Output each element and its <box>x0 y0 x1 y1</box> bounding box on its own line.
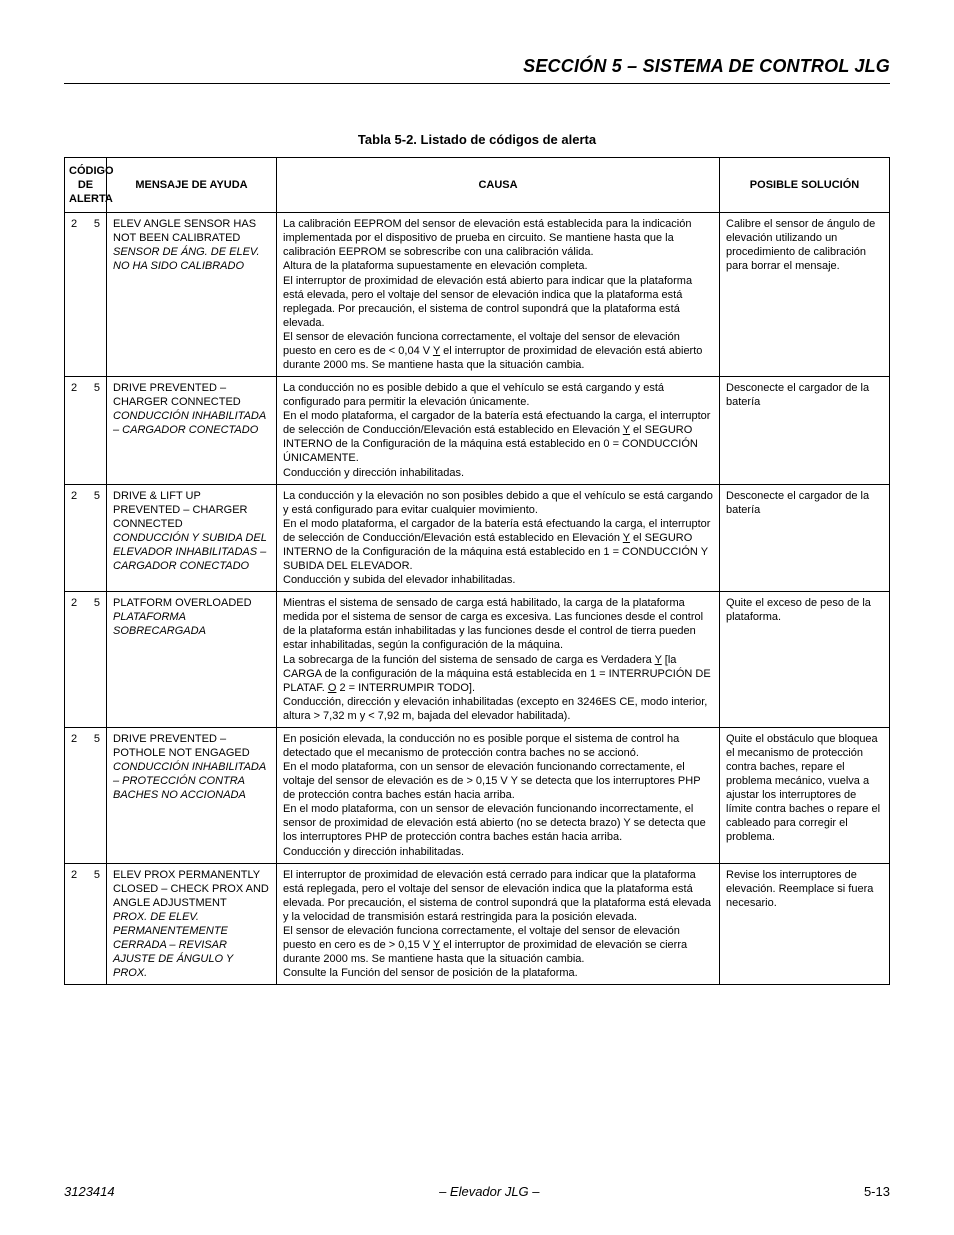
cause-cell: La conducción no es posible debido a que… <box>277 377 720 485</box>
cause-cell: Mientras el sistema de sensado de carga … <box>277 592 720 728</box>
code-cell: 25 <box>65 592 107 728</box>
message-cell: PLATFORM OVERLOADEDPLATAFORMA SOBRECARGA… <box>107 592 277 728</box>
table-header-row: CÓDIGO DE ALERTA MENSAJE DE AYUDA CAUSA … <box>65 158 890 213</box>
table-body: 25ELEV ANGLE SENSOR HAS NOT BEEN CALIBRA… <box>65 213 890 985</box>
table-row: 25ELEV PROX PERMANENTLY CLOSED – CHECK P… <box>65 863 890 985</box>
table-caption: Tabla 5-2. Listado de códigos de alerta <box>64 132 890 147</box>
codes-table: CÓDIGO DE ALERTA MENSAJE DE AYUDA CAUSA … <box>64 157 890 985</box>
table-row: 25PLATFORM OVERLOADEDPLATAFORMA SOBRECAR… <box>65 592 890 728</box>
code-cell: 25 <box>65 213 107 377</box>
message-cell: ELEV PROX PERMANENTLY CLOSED – CHECK PRO… <box>107 863 277 985</box>
doc-number: 3123414 <box>64 1184 115 1199</box>
message-cell: DRIVE PREVENTED – POTHOLE NOT ENGAGEDCON… <box>107 727 277 863</box>
footer-center: – Elevador JLG – <box>439 1184 539 1199</box>
table-row: 25DRIVE & LIFT UP PREVENTED – CHARGER CO… <box>65 484 890 592</box>
page: SECCIÓN 5 – SISTEMA DE CONTROL JLG Tabla… <box>0 0 954 1235</box>
solution-cell: Calibre el sensor de ángulo de elevación… <box>720 213 890 377</box>
code-cell: 25 <box>65 727 107 863</box>
col-header-message: MENSAJE DE AYUDA <box>107 158 277 213</box>
table-row: 25DRIVE PREVENTED – POTHOLE NOT ENGAGEDC… <box>65 727 890 863</box>
solution-cell: Desconecte el cargador de la batería <box>720 377 890 485</box>
code-cell: 25 <box>65 377 107 485</box>
table-head: CÓDIGO DE ALERTA MENSAJE DE AYUDA CAUSA … <box>65 158 890 213</box>
code-cell: 25 <box>65 863 107 985</box>
section-title: SECCIÓN 5 – SISTEMA DE CONTROL JLG <box>64 56 890 77</box>
solution-cell: Desconecte el cargador de la batería <box>720 484 890 592</box>
header-rule: SECCIÓN 5 – SISTEMA DE CONTROL JLG <box>64 56 890 84</box>
message-cell: DRIVE PREVENTED – CHARGER CONNECTEDCONDU… <box>107 377 277 485</box>
page-footer: 3123414 – Elevador JLG – 5-13 <box>64 1184 890 1199</box>
message-cell: DRIVE & LIFT UP PREVENTED – CHARGER CONN… <box>107 484 277 592</box>
code-cell: 25 <box>65 484 107 592</box>
page-number: 5-13 <box>864 1184 890 1199</box>
cause-cell: La calibración EEPROM del sensor de elev… <box>277 213 720 377</box>
cause-cell: En posición elevada, la conducción no es… <box>277 727 720 863</box>
solution-cell: Quite el obstáculo que bloquea el mecani… <box>720 727 890 863</box>
col-header-solution: POSIBLE SOLUCIÓN <box>720 158 890 213</box>
table-row: 25DRIVE PREVENTED – CHARGER CONNECTEDCON… <box>65 377 890 485</box>
col-header-code: CÓDIGO DE ALERTA <box>65 158 107 213</box>
cause-cell: El interruptor de proximidad de elevació… <box>277 863 720 985</box>
col-header-cause: CAUSA <box>277 158 720 213</box>
cause-cell: La conducción y la elevación no son posi… <box>277 484 720 592</box>
table-row: 25ELEV ANGLE SENSOR HAS NOT BEEN CALIBRA… <box>65 213 890 377</box>
message-cell: ELEV ANGLE SENSOR HAS NOT BEEN CALIBRATE… <box>107 213 277 377</box>
solution-cell: Revise los interruptores de elevación. R… <box>720 863 890 985</box>
solution-cell: Quite el exceso de peso de la plataforma… <box>720 592 890 728</box>
